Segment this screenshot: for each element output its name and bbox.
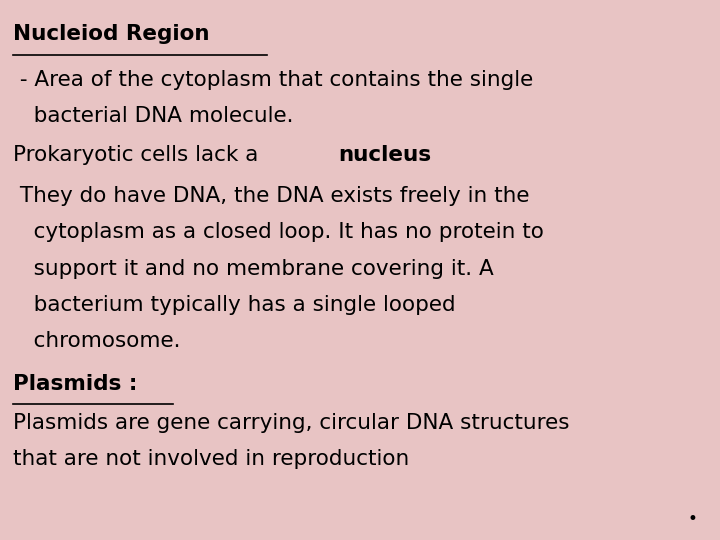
Text: Plasmids are gene carrying, circular DNA structures: Plasmids are gene carrying, circular DNA…	[13, 413, 570, 433]
Text: - Area of the cytoplasm that contains the single: - Area of the cytoplasm that contains th…	[13, 70, 534, 90]
Text: bacterial DNA molecule.: bacterial DNA molecule.	[13, 106, 294, 126]
Text: cytoplasm as a closed loop. It has no protein to: cytoplasm as a closed loop. It has no pr…	[13, 222, 544, 242]
Text: bacterium typically has a single looped: bacterium typically has a single looped	[13, 295, 456, 315]
Text: Prokaryotic cells lack a: Prokaryotic cells lack a	[13, 145, 265, 165]
Text: Plasmids :: Plasmids :	[13, 374, 138, 394]
Text: that are not involved in reproduction: that are not involved in reproduction	[13, 449, 409, 469]
Text: chromosome.: chromosome.	[13, 331, 181, 351]
Text: support it and no membrane covering it. A: support it and no membrane covering it. …	[13, 259, 494, 279]
Text: nucleus: nucleus	[338, 145, 431, 165]
Text: •: •	[688, 510, 698, 528]
Text: Nucleiod Region: Nucleiod Region	[13, 24, 210, 44]
Text: They do have DNA, the DNA exists freely in the: They do have DNA, the DNA exists freely …	[13, 186, 529, 206]
